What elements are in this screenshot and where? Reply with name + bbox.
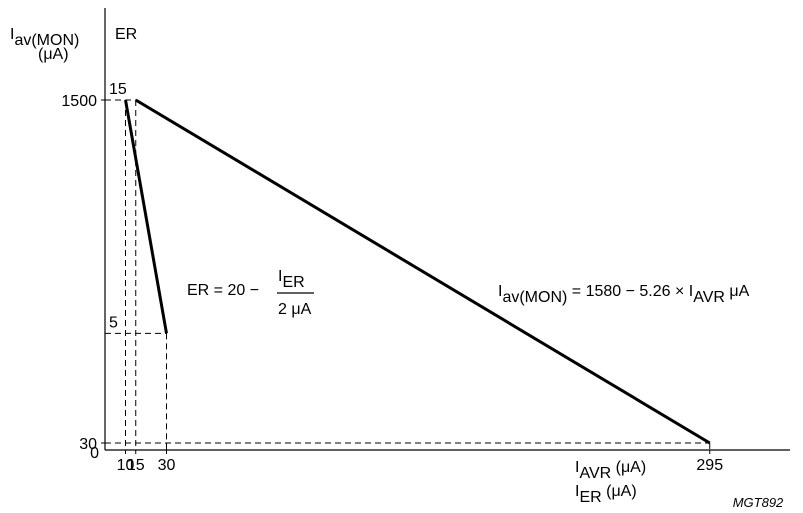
equation-iav-lhs: I <box>498 283 502 300</box>
y-axis-title: Iav(MON) <box>10 26 79 49</box>
equation-iav-unit: μA <box>725 283 750 300</box>
x-axis-title-sub: AVR <box>579 465 611 482</box>
x-tick-label: 30 <box>158 457 176 474</box>
x-tick-label: 10 <box>117 457 135 474</box>
er-axis-title: ER <box>115 26 137 43</box>
equation-iav-rhs-sub: AVR <box>693 289 725 306</box>
figure-code: MGT892 <box>733 495 784 510</box>
equation-er-numerator: IER <box>278 268 305 291</box>
series-line-iav <box>134 98 711 445</box>
series-line-er <box>124 99 168 334</box>
data-lines <box>124 98 711 445</box>
x-axis-title-main: I <box>575 459 579 476</box>
er-tick-label: 15 <box>109 81 127 98</box>
x-tick-label: 295 <box>696 457 723 474</box>
equation-iav-lhs-sub: av(MON) <box>502 289 567 306</box>
equation-iav: Iav(MON) = 1580 − 5.26 × IAVR μA <box>498 283 750 306</box>
y-tick-label: 30 <box>79 436 97 453</box>
equation-er-lhs: ER = 20 − <box>187 282 259 299</box>
x-axis-title: IAVR (μA) <box>575 459 646 482</box>
x-tick-label: 15 <box>127 457 145 474</box>
y-tick-label: 1500 <box>61 93 97 110</box>
er-tick-label: 5 <box>109 314 118 331</box>
equation-er-numerator-sub: ER <box>282 274 304 291</box>
reference-lines <box>105 99 711 450</box>
x-axis-title-2-sub: ER <box>579 489 601 506</box>
equation-er-denominator: 2 μA <box>278 301 312 318</box>
x-axis-title-2: IER (μA) <box>575 483 637 506</box>
y-axis-title-main: I <box>10 26 14 43</box>
x-axis-title-2-main: I <box>575 483 579 500</box>
y-axis-title-sub: av(MON) <box>14 32 79 49</box>
x-axis-title-unit: (μA) <box>611 459 646 476</box>
axes <box>104 8 790 451</box>
y-axis-unit: (μA) <box>38 46 69 63</box>
equation-er-numerator-main: I <box>278 268 282 285</box>
equation-iav-rhs: = 1580 − 5.26 × I <box>567 283 693 300</box>
x-axis-title-2-unit: (μA) <box>602 483 637 500</box>
origin-tick-label: 0 <box>90 445 99 462</box>
